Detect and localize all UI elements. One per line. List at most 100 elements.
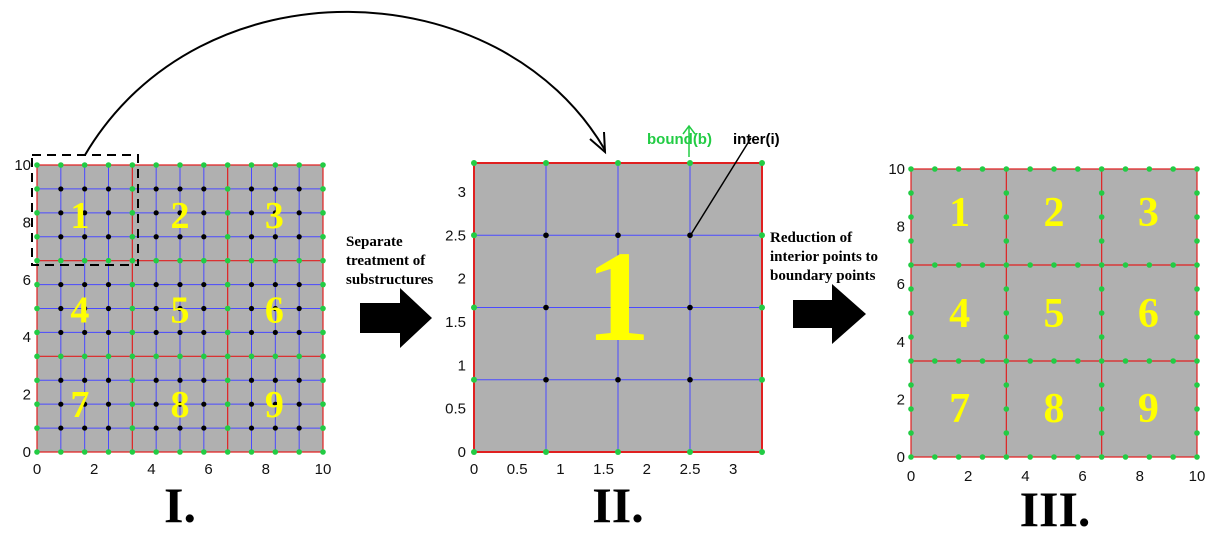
caption-separate-line-2: treatment of bbox=[346, 253, 426, 269]
boundary-point bbox=[979, 262, 986, 268]
boundary-point bbox=[34, 353, 40, 360]
boundary-point bbox=[34, 281, 40, 288]
substructure-number: 1 bbox=[949, 190, 970, 236]
y-tick-label: 4 bbox=[23, 329, 31, 346]
interior-point bbox=[153, 186, 159, 192]
interior-point bbox=[201, 401, 207, 407]
x-tick-label: 2 bbox=[90, 461, 98, 478]
boundary-point bbox=[320, 425, 326, 431]
y-tick-label: 6 bbox=[897, 276, 905, 293]
boundary-point bbox=[224, 162, 231, 168]
boundary-point bbox=[320, 281, 326, 288]
boundary-point bbox=[105, 162, 112, 168]
panel-label-one: I. bbox=[164, 477, 196, 533]
interior-point bbox=[58, 234, 64, 240]
panel-one-full-grid: 1 2 3 4 5 6 7 8 9 0 2 4 6 8 10 0 2 4 6 8 10 bbox=[14, 157, 331, 478]
interior-point bbox=[105, 281, 112, 288]
interior-point bbox=[201, 425, 207, 431]
boundary-point bbox=[543, 160, 549, 166]
x-tick-label: 3 bbox=[729, 461, 737, 478]
boundary-point bbox=[1194, 334, 1200, 340]
boundary-point bbox=[471, 449, 477, 455]
substructure-number: 7 bbox=[70, 384, 89, 426]
interior-point bbox=[153, 305, 159, 312]
caption-separate-line-1: Separate bbox=[346, 234, 403, 250]
interior-point bbox=[296, 305, 302, 312]
boundary-point bbox=[224, 425, 231, 431]
boundary-point bbox=[1194, 214, 1200, 220]
x-tick-label: 4 bbox=[1021, 468, 1029, 485]
boundary-point bbox=[1027, 454, 1033, 460]
domain-fill bbox=[911, 169, 1197, 457]
y-tick-label: 2 bbox=[458, 271, 466, 288]
interior-point bbox=[153, 329, 159, 336]
boundary-point bbox=[1003, 214, 1010, 220]
interior-point bbox=[201, 281, 207, 288]
boundary-point bbox=[224, 353, 231, 360]
boundary-point bbox=[272, 353, 279, 360]
boundary-point bbox=[1075, 358, 1081, 364]
boundary-point bbox=[1194, 406, 1200, 412]
boundary-point bbox=[1194, 430, 1200, 436]
substructure-number: 4 bbox=[949, 291, 970, 337]
boundary-point bbox=[320, 353, 326, 360]
boundary-point bbox=[1027, 166, 1033, 172]
boundary-point bbox=[908, 406, 914, 412]
x-tick-label: 10 bbox=[1189, 468, 1206, 485]
x-tick-label: 0 bbox=[907, 468, 915, 485]
boundary-point bbox=[979, 358, 986, 364]
boundary-point bbox=[224, 233, 231, 240]
boundary-point bbox=[1003, 406, 1010, 412]
substructure-number: 2 bbox=[1044, 190, 1065, 236]
interior-point bbox=[296, 329, 302, 336]
boundary-point bbox=[201, 257, 207, 264]
interior-point bbox=[177, 377, 183, 383]
boundary-point bbox=[58, 353, 64, 360]
boundary-point bbox=[1098, 310, 1105, 316]
boundary-point bbox=[320, 186, 326, 192]
boundary-point bbox=[129, 233, 136, 240]
boundary-point bbox=[543, 449, 549, 455]
y-tick-label: 8 bbox=[23, 214, 31, 231]
x-tick-label: 0 bbox=[470, 461, 478, 478]
boundary-point bbox=[34, 210, 40, 216]
boundary-point bbox=[1170, 166, 1176, 172]
interior-point bbox=[82, 305, 88, 312]
boundary-point bbox=[1027, 358, 1033, 364]
boundary-point bbox=[34, 401, 40, 407]
boundary-point bbox=[224, 257, 231, 264]
x-tick-label: 6 bbox=[1078, 468, 1086, 485]
interior-point bbox=[543, 304, 549, 311]
boundary-point bbox=[320, 449, 326, 455]
boundary-point bbox=[81, 353, 88, 360]
boundary-point bbox=[129, 353, 136, 360]
interior-point bbox=[248, 234, 255, 240]
boundary-point bbox=[1146, 166, 1153, 172]
y-tick-label: 6 bbox=[23, 272, 31, 289]
boundary-point bbox=[296, 257, 302, 264]
boundary-point bbox=[34, 377, 40, 384]
boundary-point bbox=[129, 281, 136, 288]
substructure-number: 1 bbox=[586, 225, 651, 369]
boundary-point bbox=[1003, 454, 1010, 460]
boundary-point bbox=[1098, 454, 1105, 460]
boundary-point bbox=[129, 401, 136, 407]
boundary-point bbox=[1098, 262, 1105, 268]
boundary-point bbox=[1194, 166, 1200, 172]
interior-point bbox=[105, 329, 112, 336]
boundary-point bbox=[759, 304, 765, 311]
y-tick-label: 3 bbox=[458, 184, 466, 201]
interior-point bbox=[58, 425, 64, 431]
boundary-point bbox=[1051, 262, 1057, 268]
boundary-point bbox=[58, 162, 64, 168]
interior-point bbox=[105, 377, 112, 383]
interior-point bbox=[153, 281, 159, 288]
boundary-point bbox=[1194, 454, 1200, 460]
boundary-point bbox=[1075, 262, 1081, 268]
y-tick-label: 2 bbox=[897, 391, 905, 408]
boundary-point bbox=[201, 353, 207, 360]
boundary-point bbox=[34, 425, 40, 431]
boundary-point bbox=[224, 305, 231, 312]
